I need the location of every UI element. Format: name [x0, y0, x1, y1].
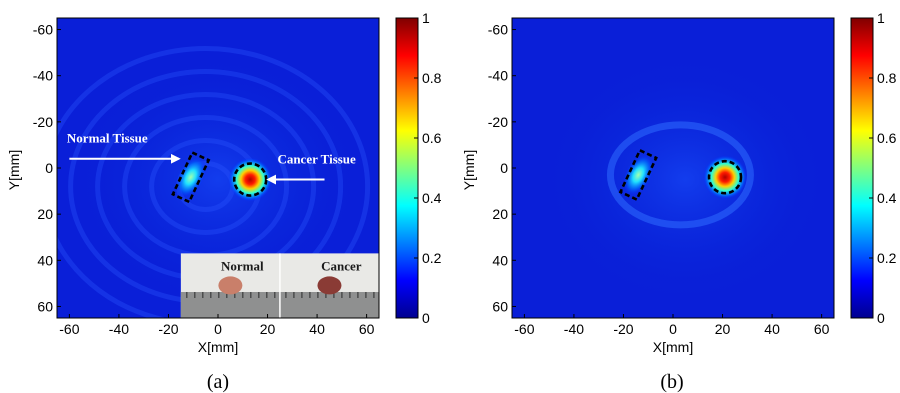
- colorbar-tick-label: 0.8: [422, 70, 442, 86]
- photo-label-normal: Normal: [221, 258, 264, 273]
- colorbar: [850, 17, 874, 319]
- heatmap-panel-a: Normal Cancer Normal Tissue Cancer Tissue -6…: [6, 10, 442, 393]
- colorbar-tick-label: 0.2: [422, 250, 442, 266]
- ruler: [279, 292, 379, 318]
- colorbar-tick-label: 0: [877, 310, 885, 326]
- normal-roi-outline: [618, 148, 658, 202]
- normal-roi-outline: [171, 150, 211, 204]
- y-tick-label: 40: [37, 252, 53, 268]
- normal-hotspot: [175, 156, 207, 198]
- photo-label-cancer: Cancer: [321, 258, 362, 273]
- y-tick-label: 60: [37, 298, 53, 314]
- colorbar-tick-label: 0.6: [422, 130, 442, 146]
- colorbar-tick-label: 0: [422, 310, 430, 326]
- y-axis-label: Y[mm]: [6, 150, 22, 190]
- annotation-cancer-tissue: Cancer Tissue: [277, 151, 356, 166]
- colorbar-tick-label: 1: [877, 10, 885, 26]
- panel-caption: (a): [207, 371, 229, 393]
- y-tick-label: -20: [33, 114, 53, 130]
- y-tick-label: 0: [45, 160, 53, 176]
- y-tick-label: -60: [488, 22, 508, 38]
- heatmap-panel-b: -60 -40 -20 0 20 40 60 -60 -40 -20 0 20 40 60 X[mm] Y[m…: [461, 10, 897, 393]
- y-tick-label: 60: [492, 298, 508, 314]
- annotation-normal-tissue: Normal Tissue: [67, 131, 148, 146]
- x-axis-label: X[mm]: [198, 339, 238, 355]
- y-tick-label: -40: [33, 68, 53, 84]
- background-glow: [73, 53, 363, 306]
- y-axis-label: Y[mm]: [461, 150, 477, 190]
- artifact-ring: [57, 46, 371, 318]
- y-tick-label: 20: [492, 206, 508, 222]
- x-tick-label: 0: [214, 321, 222, 337]
- heatmap-image: [512, 18, 834, 318]
- x-tick-label: -20: [158, 321, 178, 337]
- x-tick-label: 20: [715, 321, 731, 337]
- x-tick-label: 60: [359, 321, 375, 337]
- x-tick-label: 20: [260, 321, 276, 337]
- y-tick-label: 20: [37, 206, 53, 222]
- cancer-roi-outline: [232, 162, 268, 197]
- x-tick-label: 60: [814, 321, 830, 337]
- x-tick-label: -40: [564, 321, 584, 337]
- normal-sample: [218, 276, 243, 295]
- colorbar-tick-label: 0.8: [877, 70, 897, 86]
- tissue-boundary-ring: [606, 121, 754, 229]
- x-tick-label: 40: [309, 321, 325, 337]
- ruler: [180, 292, 280, 318]
- inset-photo: Normal Cancer: [180, 253, 379, 318]
- y-tick-label: -60: [33, 22, 53, 38]
- heatmap-image: Normal Cancer: [57, 18, 379, 318]
- cancer-roi-outline: [707, 159, 743, 195]
- background-glow: [540, 53, 831, 306]
- colorbar-tick-label: 0.2: [877, 250, 897, 266]
- x-tick-label: -40: [109, 321, 129, 337]
- y-tick-label: -20: [488, 114, 508, 130]
- colorbar-tick-label: 0.4: [422, 190, 442, 206]
- y-tick-label: 0: [500, 160, 508, 176]
- x-tick-label: -60: [59, 321, 79, 337]
- colorbar-tick-label: 0.6: [877, 130, 897, 146]
- y-tick-label: -40: [488, 68, 508, 84]
- colorbar: [395, 17, 419, 319]
- x-tick-label: 0: [669, 321, 677, 337]
- x-tick-label: -20: [613, 321, 633, 337]
- panel-caption: (b): [660, 371, 683, 393]
- cancer-sample: [317, 276, 342, 295]
- y-tick-label: 40: [492, 252, 508, 268]
- x-tick-label: 40: [764, 321, 780, 337]
- normal-hotspot: [622, 154, 654, 196]
- x-tick-label: -60: [514, 321, 534, 337]
- colorbar-tick-label: 0.4: [877, 190, 897, 206]
- x-axis-label: X[mm]: [653, 339, 693, 355]
- colorbar-tick-label: 1: [422, 10, 430, 26]
